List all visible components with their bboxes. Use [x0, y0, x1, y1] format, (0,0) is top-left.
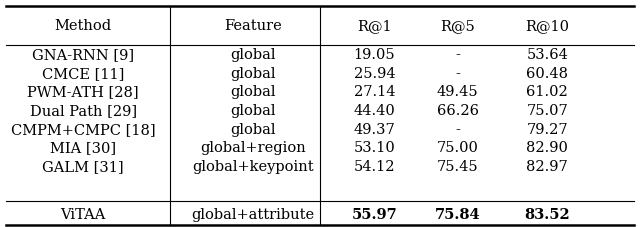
Text: Feature: Feature — [224, 19, 282, 33]
Text: GNA-RNN [9]: GNA-RNN [9] — [32, 48, 134, 62]
Text: GALM [31]: GALM [31] — [42, 159, 124, 173]
Text: 75.00: 75.00 — [436, 141, 479, 155]
Text: -: - — [455, 66, 460, 80]
Text: PWM-ATH [28]: PWM-ATH [28] — [28, 85, 139, 99]
Text: global: global — [230, 66, 276, 80]
Text: -: - — [455, 48, 460, 62]
Text: global: global — [230, 104, 276, 118]
Text: global: global — [230, 122, 276, 136]
Text: 44.40: 44.40 — [353, 104, 396, 118]
Text: 66.26: 66.26 — [436, 104, 479, 118]
Text: 55.97: 55.97 — [351, 207, 397, 221]
Text: CMCE [11]: CMCE [11] — [42, 66, 124, 80]
Text: 83.52: 83.52 — [524, 207, 570, 221]
Text: R@10: R@10 — [525, 19, 569, 33]
Text: 19.05: 19.05 — [353, 48, 396, 62]
Text: global: global — [230, 48, 276, 62]
Text: 53.10: 53.10 — [353, 141, 396, 155]
Text: MIA [30]: MIA [30] — [50, 141, 116, 155]
Text: 79.27: 79.27 — [526, 122, 568, 136]
Text: Method: Method — [54, 19, 112, 33]
Text: CMPM+CMPC [18]: CMPM+CMPC [18] — [11, 122, 156, 136]
Text: -: - — [455, 122, 460, 136]
Text: 25.94: 25.94 — [353, 66, 396, 80]
Text: 61.02: 61.02 — [526, 85, 568, 99]
Text: 53.64: 53.64 — [526, 48, 568, 62]
Text: global: global — [230, 85, 276, 99]
Text: ViTAA: ViTAA — [61, 207, 106, 221]
Text: 82.97: 82.97 — [526, 159, 568, 173]
Text: 49.45: 49.45 — [436, 85, 479, 99]
Text: Dual Path [29]: Dual Path [29] — [29, 104, 137, 118]
Text: global+keypoint: global+keypoint — [192, 159, 314, 173]
Text: global+region: global+region — [200, 141, 306, 155]
Text: R@1: R@1 — [357, 19, 392, 33]
Text: 49.37: 49.37 — [353, 122, 396, 136]
Text: 75.84: 75.84 — [435, 207, 481, 221]
Text: 75.07: 75.07 — [526, 104, 568, 118]
Text: 27.14: 27.14 — [354, 85, 395, 99]
Text: 75.45: 75.45 — [436, 159, 479, 173]
Text: 82.90: 82.90 — [526, 141, 568, 155]
Text: 60.48: 60.48 — [526, 66, 568, 80]
Text: global+attribute: global+attribute — [191, 207, 314, 221]
Text: R@5: R@5 — [440, 19, 475, 33]
Text: 54.12: 54.12 — [354, 159, 395, 173]
